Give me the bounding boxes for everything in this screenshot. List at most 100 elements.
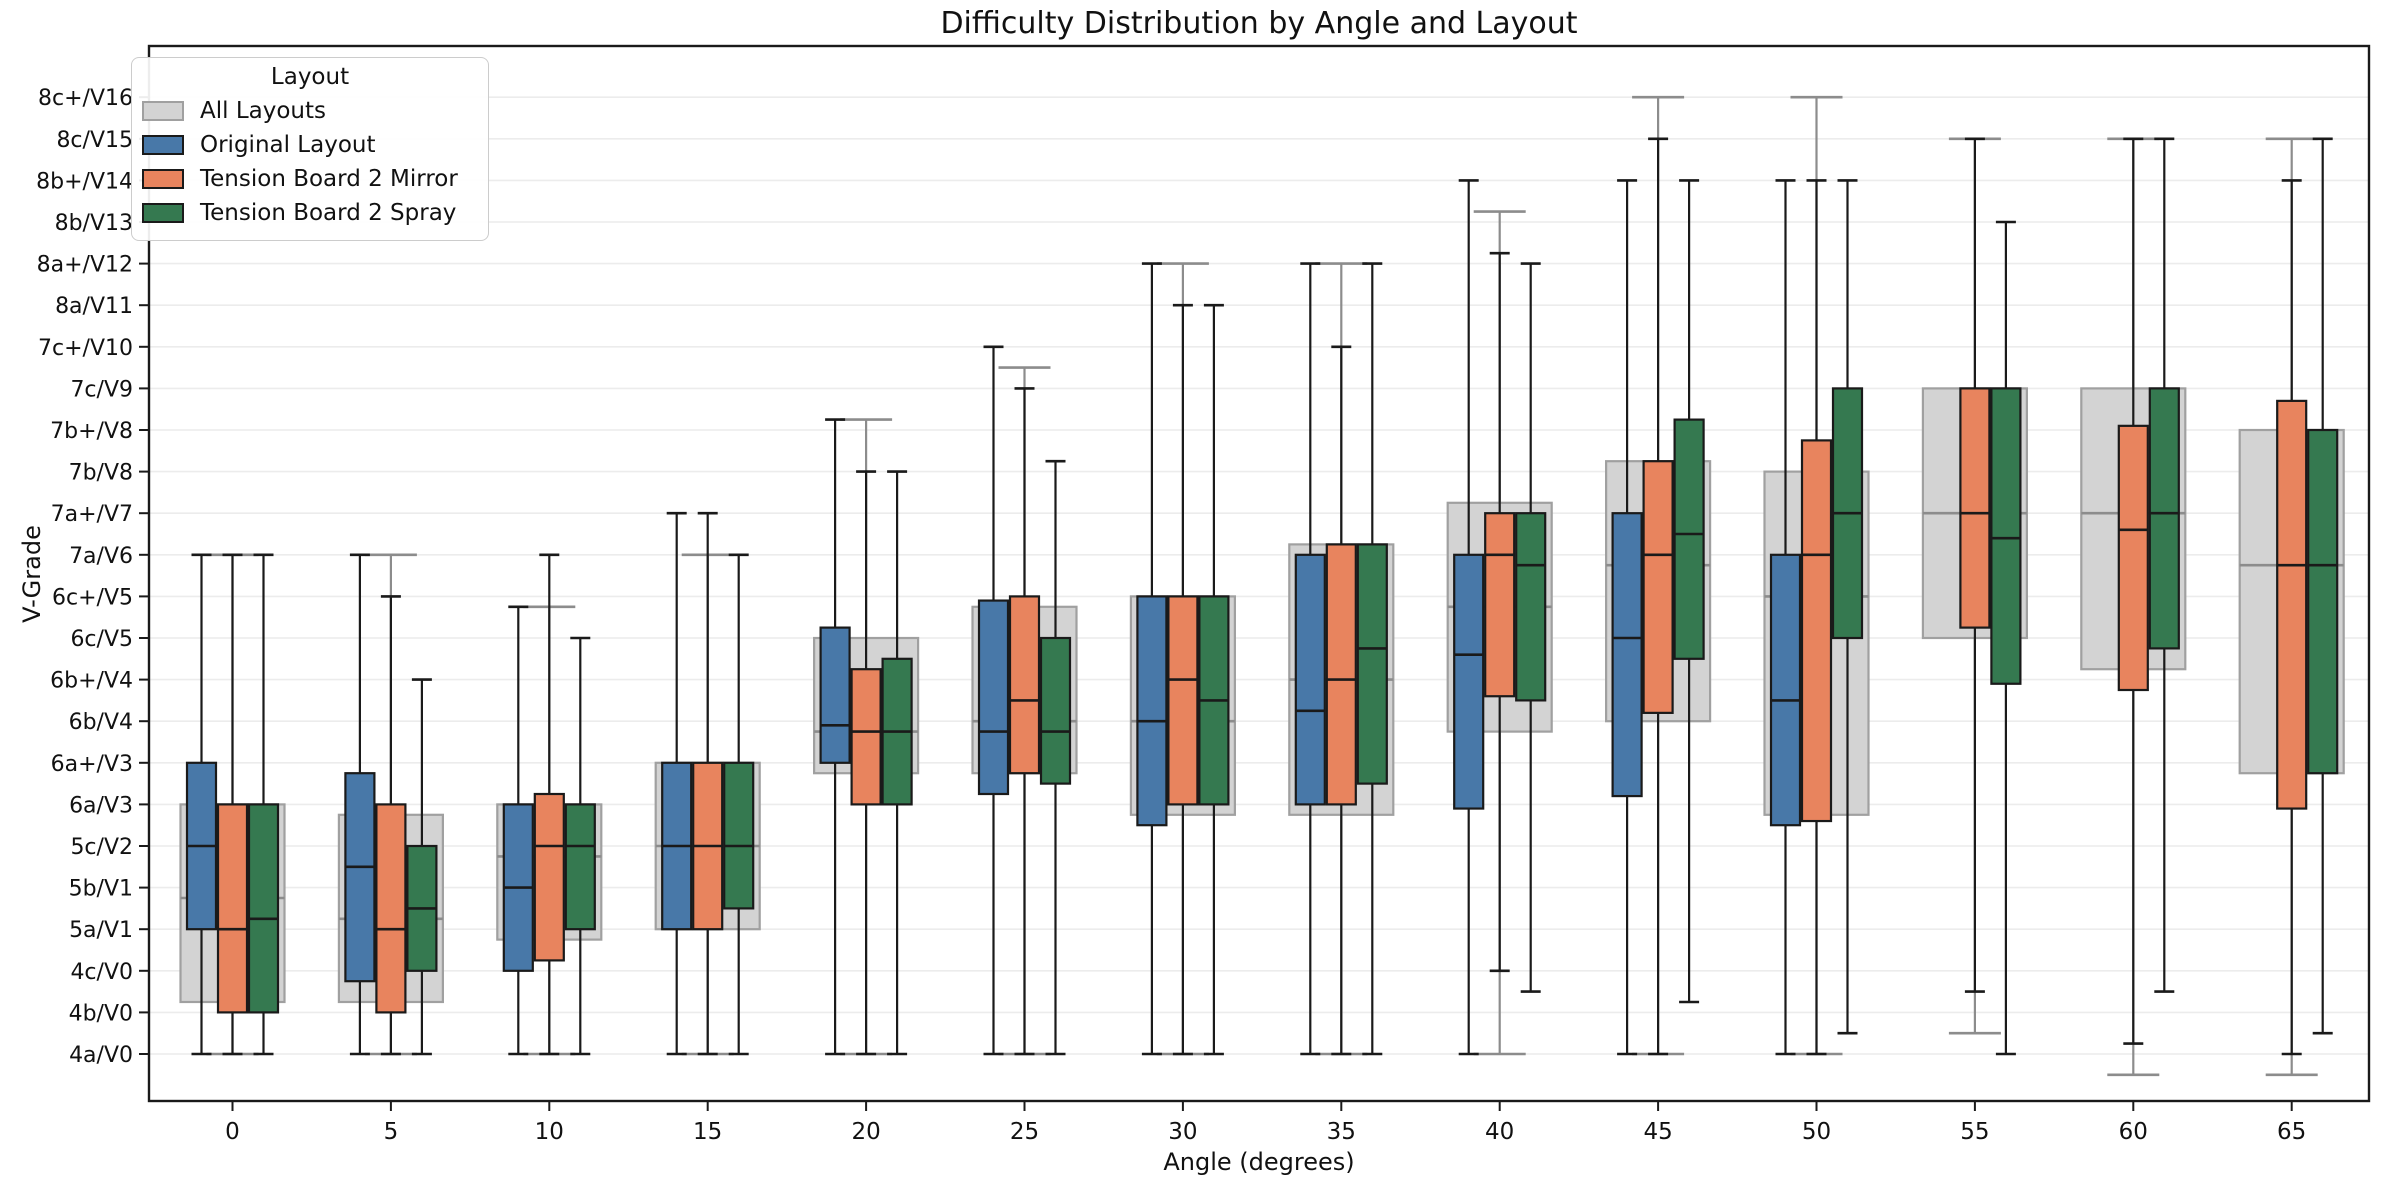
box-body xyxy=(1356,543,1388,785)
legend-label: Tension Board 2 Mirror xyxy=(200,166,458,192)
legend-item-all-layouts: All Layouts xyxy=(142,94,478,128)
box-tb2-spray-angle-55 xyxy=(1990,220,2022,1056)
y-tick-label: 6c/V5 xyxy=(70,627,133,652)
box-body xyxy=(1008,595,1041,775)
box-body xyxy=(2148,387,2180,650)
box-original-layout-angle-10 xyxy=(502,605,534,1056)
box-body xyxy=(564,803,596,931)
box-tb2-spray-angle-0 xyxy=(247,553,280,1056)
y-tick-label: 5b/V1 xyxy=(69,877,133,902)
y-axis-title: V-Grade xyxy=(18,525,46,623)
legend-label: Original Layout xyxy=(200,132,376,158)
box-original-layout-angle-5 xyxy=(344,553,376,1056)
y-tick-label: 7b/V8 xyxy=(69,461,133,486)
box-body xyxy=(344,772,376,983)
box-body xyxy=(1769,553,1802,827)
box-original-layout-angle-20 xyxy=(819,418,851,1056)
box-body xyxy=(1673,418,1705,660)
y-tick-label: 6c+/V5 xyxy=(52,585,133,610)
box-tb2-mirror-angle-55 xyxy=(1959,137,1991,993)
y-tick-label: 5c/V2 xyxy=(70,835,133,860)
x-tick-label: 30 xyxy=(1168,1119,1197,1145)
box-original-layout-angle-40 xyxy=(1453,179,1485,1056)
legend-label: All Layouts xyxy=(200,98,326,124)
box-body xyxy=(1642,460,1674,714)
box-tb2-spray-angle-30 xyxy=(1198,303,1230,1056)
y-tick-label: 8c+/V16 xyxy=(38,86,133,111)
y-tick-label: 7c/V9 xyxy=(70,377,133,402)
y-tick-label: 8b/V13 xyxy=(55,211,133,236)
box-body xyxy=(819,626,851,764)
legend-item-original-layout: Original Layout xyxy=(142,128,478,162)
y-tick-label: 6b/V4 xyxy=(69,710,133,735)
x-tick-label: 35 xyxy=(1327,1119,1356,1145)
y-tick-label: 7c+/V10 xyxy=(38,336,133,361)
box-tb2-spray-angle-15 xyxy=(723,553,755,1056)
box-tb2-mirror-angle-60 xyxy=(2117,137,2149,1045)
box-tb2-spray-angle-35 xyxy=(1356,262,1388,1056)
box-original-layout-angle-50 xyxy=(1769,179,1802,1056)
legend-swatch-tb2-spray xyxy=(142,203,184,223)
x-tick-label: 55 xyxy=(1960,1119,1989,1145)
box-tb2-mirror-angle-30 xyxy=(1167,303,1199,1056)
y-tick-label: 6a/V3 xyxy=(69,793,133,818)
box-tb2-mirror-angle-50 xyxy=(1800,179,1833,1056)
x-tick-label: 0 xyxy=(225,1119,240,1145)
box-body xyxy=(850,668,882,806)
legend-item-tb2-mirror: Tension Board 2 Mirror xyxy=(142,162,478,196)
box-body xyxy=(1294,553,1326,806)
box-tb2-mirror-angle-15 xyxy=(692,511,724,1056)
box-original-layout-angle-15 xyxy=(661,511,693,1056)
box-body xyxy=(1453,553,1485,810)
box-tb2-spray-angle-60 xyxy=(2148,137,2180,993)
y-tick-label: 7a/V6 xyxy=(69,544,133,569)
x-tick-label: 10 xyxy=(535,1119,564,1145)
box-body xyxy=(1611,512,1643,798)
box-body xyxy=(247,803,280,1014)
y-tick-label: 7a+/V7 xyxy=(51,502,133,527)
box-tb2-mirror-angle-65 xyxy=(2276,179,2308,1056)
box-tb2-spray-angle-50 xyxy=(1831,179,1864,1035)
box-tb2-spray-angle-65 xyxy=(2307,137,2339,1035)
plot-border xyxy=(147,44,2371,1103)
x-tick-label: 45 xyxy=(1643,1119,1672,1145)
box-original-layout-angle-45 xyxy=(1611,179,1643,1056)
y-tick-label: 6a+/V3 xyxy=(51,752,133,777)
box-body xyxy=(1039,636,1072,785)
box-tb2-spray-angle-5 xyxy=(406,678,438,1056)
y-tick-label: 4b/V0 xyxy=(69,1001,133,1026)
y-tick-label: 8c/V15 xyxy=(56,128,133,153)
y-tick-label: 8b+/V14 xyxy=(36,169,133,194)
legend-label: Tension Board 2 Spray xyxy=(200,200,457,226)
box-tb2-spray-angle-25 xyxy=(1039,459,1072,1056)
x-tick-label: 25 xyxy=(1010,1119,1039,1145)
box-tb2-mirror-angle-0 xyxy=(216,553,249,1056)
box-tb2-spray-angle-20 xyxy=(881,470,913,1056)
box-tb2-mirror-angle-40 xyxy=(1484,251,1516,973)
box-body xyxy=(1800,439,1833,823)
y-tick-label: 8a+/V12 xyxy=(37,253,133,278)
x-tick-label: 65 xyxy=(2277,1119,2306,1145)
box-body xyxy=(1990,387,2022,685)
box-tb2-mirror-angle-35 xyxy=(1325,345,1357,1056)
box-original-layout-angle-35 xyxy=(1294,262,1326,1056)
legend-title: Layout xyxy=(270,64,350,90)
box-body xyxy=(216,803,249,1014)
y-tick-label: 4c/V0 xyxy=(70,960,133,985)
x-axis-title: Angle (degrees) xyxy=(1163,1148,1355,1176)
box-tb2-spray-angle-45 xyxy=(1673,179,1705,1004)
box-body xyxy=(1167,595,1199,806)
box-body xyxy=(1484,512,1516,698)
chart-title: Difficulty Distribution by Angle and Lay… xyxy=(940,6,1578,41)
box-body xyxy=(533,792,565,962)
legend-swatch-all-layouts xyxy=(142,101,184,121)
box-tb2-mirror-angle-5 xyxy=(375,595,407,1056)
box-body xyxy=(2276,399,2308,810)
y-tick-label: 4a/V0 xyxy=(69,1043,133,1068)
box-original-layout-angle-30 xyxy=(1136,262,1168,1056)
x-tick-label: 5 xyxy=(384,1119,399,1145)
y-tick-label: 8a/V11 xyxy=(55,294,133,319)
x-tick-label: 20 xyxy=(851,1119,880,1145)
box-body xyxy=(1959,387,1991,629)
